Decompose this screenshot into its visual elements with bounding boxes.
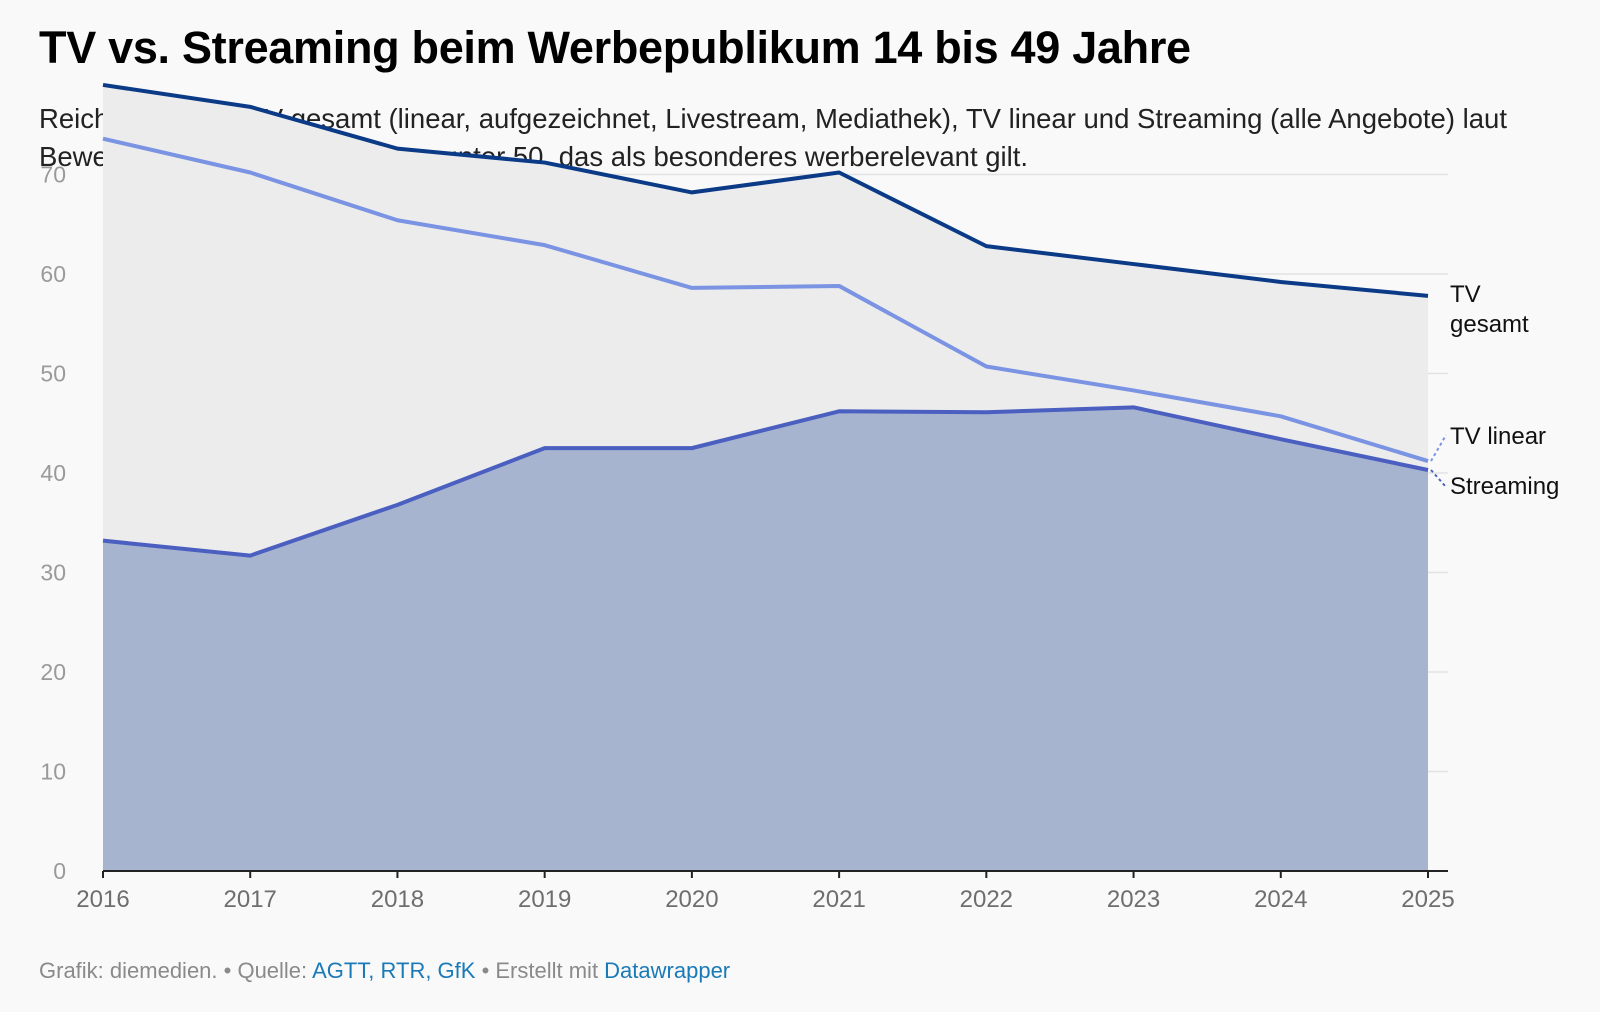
y-tick-label: 60 xyxy=(40,261,66,287)
y-axis-ticks: 0 10 20 30 40 50 60 70 xyxy=(40,162,66,885)
leader-streaming xyxy=(1430,469,1447,488)
label-tv-gesamt-line2: gesamt xyxy=(1450,311,1529,338)
footer-credits: Grafik: diemedien. • Quelle: AGTT, RTR, … xyxy=(39,958,730,984)
x-tick-label: 2024 xyxy=(1254,886,1307,913)
y-tick-label: 30 xyxy=(40,560,66,586)
x-tick-label: 2017 xyxy=(224,886,277,913)
x-tick-label: 2025 xyxy=(1401,886,1454,913)
x-tick-label: 2023 xyxy=(1107,886,1160,913)
y-tick-label: 70 xyxy=(40,162,66,188)
footer-mid: • Erstellt mit xyxy=(475,958,605,983)
x-tick-label: 2021 xyxy=(812,886,865,913)
x-axis-ticks: 2016 2017 2018 2019 2020 2021 2022 2023 2024 2025 xyxy=(76,871,1455,913)
y-tick-label: 50 xyxy=(40,361,66,387)
y-tick-label: 20 xyxy=(40,659,66,685)
datawrapper-link[interactable]: Datawrapper xyxy=(604,958,731,983)
label-tv-gesamt-line1: TV xyxy=(1450,281,1481,308)
source-link[interactable]: AGTT, RTR, GfK xyxy=(312,958,476,983)
x-tick-label: 2018 xyxy=(371,886,424,913)
line-streaming xyxy=(102,405,1429,558)
label-streaming: Streaming xyxy=(1450,473,1559,500)
series-lines xyxy=(102,82,1429,558)
area-streaming xyxy=(103,407,1428,871)
line-tv-linear xyxy=(102,136,1429,463)
y-tick-label: 10 xyxy=(40,759,66,785)
x-tick-label: 2019 xyxy=(518,886,571,913)
label-tv-linear: TV linear xyxy=(1450,423,1546,450)
x-tick-label: 2016 xyxy=(76,886,129,913)
line-tv-gesamt xyxy=(102,82,1429,298)
x-tick-label: 2020 xyxy=(665,886,718,913)
y-tick-label: 40 xyxy=(40,460,66,486)
x-tick-label: 2022 xyxy=(960,886,1013,913)
leader-tv-linear xyxy=(1430,434,1447,462)
y-tick-label: 0 xyxy=(53,858,66,884)
chart-title: TV vs. Streaming beim Werbepublikum 14 b… xyxy=(39,22,1191,73)
footer-prefix: Grafik: diemedien. • Quelle: xyxy=(39,958,313,983)
series-end-labels: TV gesamt TV linear Streaming xyxy=(1430,281,1559,500)
